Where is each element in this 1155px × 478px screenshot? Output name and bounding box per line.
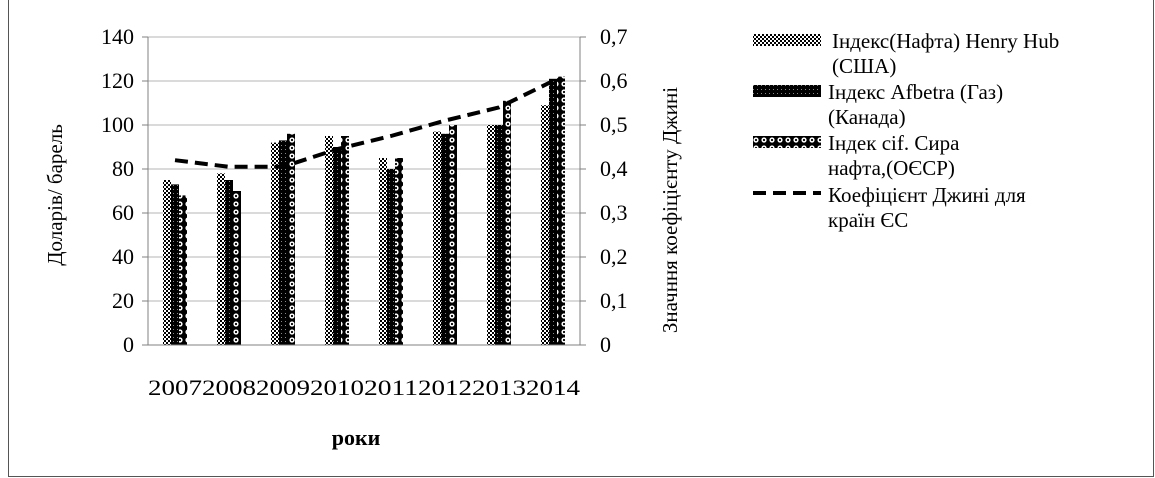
x-tick-label: 2013 [472, 375, 526, 400]
bar-circles-2014 [557, 76, 565, 345]
x-tick-label: 2011 [364, 375, 418, 400]
y-tick-label: 40 [112, 244, 134, 269]
bar-black-dots-2007 [171, 184, 179, 345]
bar-circles-2009 [287, 133, 295, 345]
legend-label: Індекс(Нафта) Henry Hub [832, 29, 1059, 53]
bar-checker-2007 [163, 180, 171, 345]
y2-tick-label: 0,1 [600, 288, 628, 313]
bar-black-dots-2010 [333, 147, 341, 345]
gridlines [148, 36, 580, 346]
bar-checker-2010 [325, 136, 333, 345]
y2-tick-label: 0,2 [600, 244, 628, 269]
bar-series [163, 76, 565, 346]
y2-tick-label: 0,7 [600, 24, 628, 49]
y-axis-title: Доларів/ барель [43, 124, 67, 266]
x-axis-title: роки [332, 425, 381, 450]
legend-label: Індекс Afbetra (Газ) [828, 80, 1003, 104]
bar-black-dots-2009 [279, 140, 287, 345]
legend-label: Коефіцієнт Джині для [828, 183, 1026, 207]
bar-checker-2008 [217, 173, 225, 345]
y2-axis-title: Значння коефіцієнту Джині [658, 87, 682, 333]
y-tick-label: 80 [112, 156, 134, 181]
bar-checker-2012 [433, 131, 441, 345]
legend-label: нафта,(ОЄСР) [828, 156, 955, 180]
gini-line [174, 79, 554, 169]
y-tick-label: 120 [101, 68, 134, 93]
bar-circles-2008 [233, 191, 241, 345]
chart-frame [8, 0, 1154, 477]
y2-tick-label: 0,5 [600, 112, 628, 137]
y-tick-label: 0 [123, 332, 134, 357]
y-tick-label: 60 [112, 200, 134, 225]
legend-swatch [753, 85, 821, 97]
legend-label: (Канада) [828, 105, 906, 129]
x-tick-label: 2014 [526, 375, 580, 400]
bar-black-dots-2011 [387, 169, 395, 345]
y-tick-label: 20 [112, 288, 134, 313]
bar-circles-2011 [395, 158, 403, 345]
bar-checker-2011 [379, 158, 387, 345]
y-tick-label: 100 [101, 112, 134, 137]
bar-circles-2007 [179, 195, 187, 345]
legend-swatch [753, 34, 821, 46]
legend: Індекс(Нафта) Henry Hub(США)Індекс Afbet… [753, 29, 1059, 232]
bar-checker-2013 [487, 125, 495, 345]
bar-checker-2009 [271, 142, 279, 345]
legend-label: (США) [832, 54, 896, 78]
y2-tick-label: 0,4 [600, 156, 628, 181]
bar-circles-2010 [341, 136, 349, 345]
y2-tick-label: 0,6 [600, 68, 628, 93]
bar-checker-2014 [541, 105, 549, 345]
line-series [174, 79, 554, 169]
x-tick-label: 2008 [202, 375, 256, 400]
axes: 0 0 20 0,1 40 0,2 60 0,3 80 0,4 100 0,5 120 0,6 140 0,7… [101, 24, 628, 400]
x-tick-label: 2009 [256, 375, 310, 400]
bar-black-dots-2014 [549, 78, 557, 346]
y2-tick-label: 0,3 [600, 200, 628, 225]
bar-black-dots-2008 [225, 180, 233, 345]
x-tick-label: 2010 [310, 375, 364, 400]
legend-swatch [753, 136, 821, 148]
bar-circles-2013 [503, 100, 511, 345]
x-tick-label: 2007 [148, 375, 202, 400]
y2-tick-label: 0 [600, 332, 611, 357]
legend-label: країн ЄС [828, 208, 908, 232]
bar-circles-2012 [449, 125, 457, 345]
bar-black-dots-2012 [441, 133, 449, 345]
y-tick-label: 140 [101, 24, 134, 49]
bar-black-dots-2013 [495, 125, 503, 345]
x-tick-label: 2012 [418, 375, 472, 400]
legend-label: Індек cif. Сира [828, 131, 960, 155]
